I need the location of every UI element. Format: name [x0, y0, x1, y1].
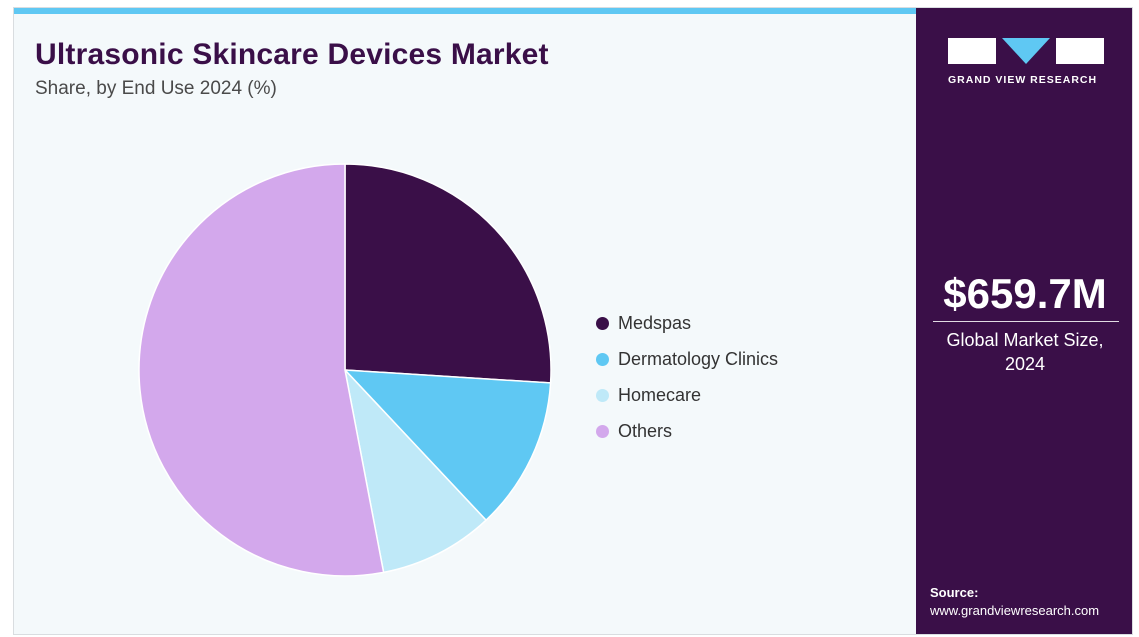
- legend-swatch: [596, 424, 609, 438]
- logo-v-triangle: [1002, 38, 1050, 64]
- logo-marks: [948, 38, 1106, 64]
- side-panel: GRAND VIEW RESEARCH $659.7M Global Marke…: [916, 8, 1132, 634]
- chart-title: Ultrasonic Skincare Devices Market: [35, 38, 549, 71]
- chart-subtitle: Share, by End Use 2024 (%): [35, 78, 277, 99]
- accent-bar: [14, 8, 916, 14]
- legend-label: Others: [618, 420, 673, 441]
- logo-g-block: [948, 38, 996, 64]
- legend-label: Homecare: [618, 384, 702, 405]
- infographic-card: Ultrasonic Skincare Devices Market Share…: [13, 7, 1133, 635]
- legend-item-medspas: Medspas: [596, 305, 778, 341]
- logo-r-block: [1056, 38, 1104, 64]
- legend-label: Dermatology Clinics: [618, 348, 779, 369]
- chart-legend: Medspas Dermatology Clinics Homecare Others: [596, 305, 778, 449]
- market-label-line1: Global Market Size,: [946, 330, 1104, 350]
- brand-name: GRAND VIEW RESEARCH: [948, 74, 1098, 86]
- market-label-line2: 2024: [1004, 354, 1046, 374]
- brand-logo: GRAND VIEW RESEARCH: [948, 38, 1106, 86]
- chart-panel: Ultrasonic Skincare Devices Market Share…: [14, 14, 916, 634]
- legend-item-dermatology-clinics: Dermatology Clinics: [596, 341, 778, 377]
- legend-swatch: [596, 388, 609, 402]
- legend-swatch: [596, 316, 609, 330]
- legend-label: Medspas: [618, 312, 692, 333]
- legend-swatch: [596, 352, 609, 366]
- pie-slice-medspas: [344, 163, 552, 384]
- pie-slice-homecare: [343, 367, 488, 574]
- market-size-value: $659.7M: [943, 270, 1107, 317]
- legend-item-homecare: Homecare: [596, 377, 778, 413]
- value-divider: [933, 321, 1119, 322]
- pie-slice-others: [138, 163, 385, 577]
- market-size-label: Global Market Size, 2024: [916, 328, 1132, 376]
- source-url: www.grandviewresearch.com: [930, 603, 1100, 618]
- legend-item-others: Others: [596, 413, 778, 449]
- pie-chart: [138, 163, 552, 577]
- source-label: Source:: [930, 585, 979, 600]
- pie-slice-dermatology-clinics: [343, 369, 552, 522]
